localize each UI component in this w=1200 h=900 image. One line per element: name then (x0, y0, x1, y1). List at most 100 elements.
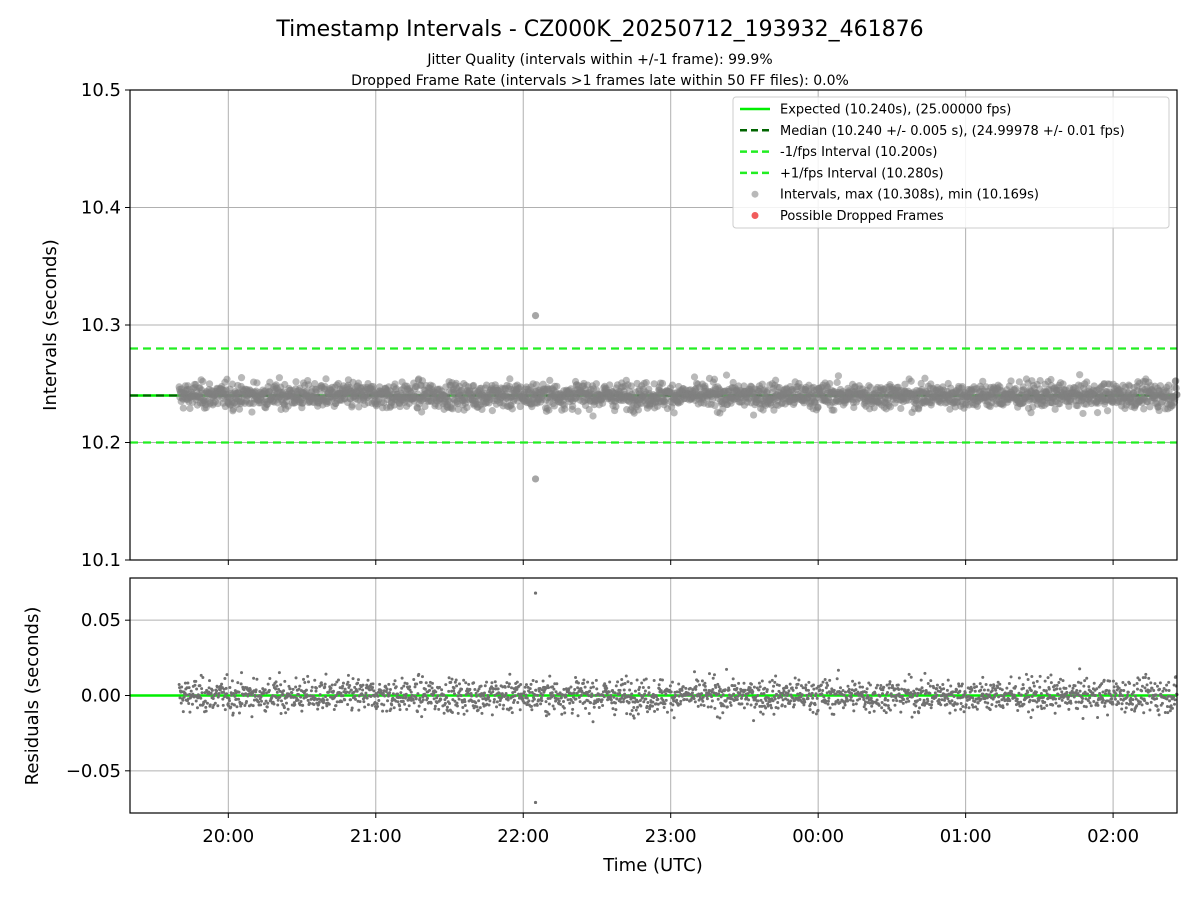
residual-point (984, 682, 988, 686)
residual-point (522, 690, 526, 694)
residual-point (716, 697, 720, 701)
residual-point (462, 678, 466, 682)
residual-point (1014, 685, 1018, 689)
residual-point (221, 697, 225, 701)
residual-point (707, 672, 711, 676)
residual-point (332, 707, 336, 711)
residual-point (1034, 690, 1038, 694)
residual-point (884, 703, 888, 707)
residual-point (266, 701, 270, 705)
residual-point (861, 685, 865, 689)
residual-point (1130, 708, 1134, 712)
residual-point (775, 693, 779, 697)
residual-point (1135, 704, 1139, 708)
residual-point (508, 672, 512, 676)
residual-point (525, 696, 529, 700)
residual-point (907, 672, 911, 676)
residual-point (877, 703, 881, 707)
residual-point (550, 691, 554, 695)
residual-point (1148, 694, 1152, 698)
residual-point (684, 686, 688, 690)
residual-point (646, 701, 650, 705)
residual-point (475, 694, 479, 698)
residual-point (371, 682, 375, 686)
residual-point (741, 693, 745, 697)
residual-point (333, 683, 337, 687)
residual-point (207, 690, 211, 694)
interval-point (901, 380, 909, 388)
residual-point (842, 693, 846, 697)
interval-point (355, 403, 363, 411)
residual-point (1019, 693, 1023, 697)
residual-point (306, 674, 310, 678)
interval-point (299, 399, 307, 407)
residual-point (448, 702, 452, 706)
residual-point (379, 689, 383, 693)
residual-point (251, 704, 255, 708)
residual-point (506, 696, 510, 700)
residual-point (955, 702, 959, 706)
residual-point (346, 702, 350, 706)
residual-point (275, 690, 279, 694)
residual-point (961, 705, 965, 709)
residual-point (579, 693, 583, 697)
residual-point (1058, 704, 1062, 708)
residual-point (668, 684, 672, 688)
residual-point (819, 683, 823, 687)
interval-point (711, 401, 719, 410)
residual-point (250, 693, 254, 697)
residual-point (1132, 683, 1136, 687)
residual-point (1156, 708, 1160, 712)
interval-point (850, 403, 858, 412)
residual-point (262, 702, 266, 706)
residual-point (1031, 708, 1035, 712)
residual-point (595, 687, 599, 691)
residual-point (843, 690, 847, 694)
residual-point (914, 704, 918, 708)
interval-point (1146, 403, 1154, 411)
residual-point (294, 676, 298, 680)
interval-point (749, 411, 758, 419)
residual-point (960, 682, 964, 686)
residual-point (704, 688, 708, 692)
residual-point (771, 689, 775, 693)
residual-point (500, 692, 504, 696)
residual-point (381, 709, 385, 713)
residual-point (1007, 681, 1011, 685)
residual-point (1032, 684, 1036, 688)
residual-point (482, 694, 486, 698)
residual-point (729, 703, 733, 707)
residual-point (483, 684, 487, 688)
residual-point (655, 707, 659, 711)
residual-point (230, 679, 234, 683)
x-tick-label: 01:00 (940, 826, 992, 847)
residual-point (268, 677, 272, 681)
residual-point (477, 699, 481, 703)
residual-point (1143, 686, 1147, 690)
residual-point (347, 690, 351, 694)
residual-point (948, 701, 952, 705)
residual-point (614, 684, 618, 688)
residual-point (660, 678, 664, 682)
residual-point (494, 684, 498, 688)
residual-point (655, 695, 659, 699)
residual-point (1123, 710, 1127, 714)
residual-point (389, 707, 393, 711)
residual-point (386, 699, 390, 703)
residual-point (742, 681, 746, 685)
residual-point (609, 694, 613, 698)
residual-point (571, 700, 575, 704)
residual-point (791, 696, 795, 700)
residual-point (796, 682, 800, 686)
residual-point (354, 697, 358, 701)
interval-point (516, 402, 524, 411)
residual-point (634, 708, 638, 712)
residual-point (591, 685, 595, 689)
residual-point (232, 691, 236, 695)
residual-point (277, 687, 281, 691)
residual-point (424, 681, 428, 685)
residual-point (1060, 698, 1064, 702)
residual-point (653, 709, 657, 713)
residual-point (828, 678, 832, 682)
residual-point (762, 691, 766, 695)
